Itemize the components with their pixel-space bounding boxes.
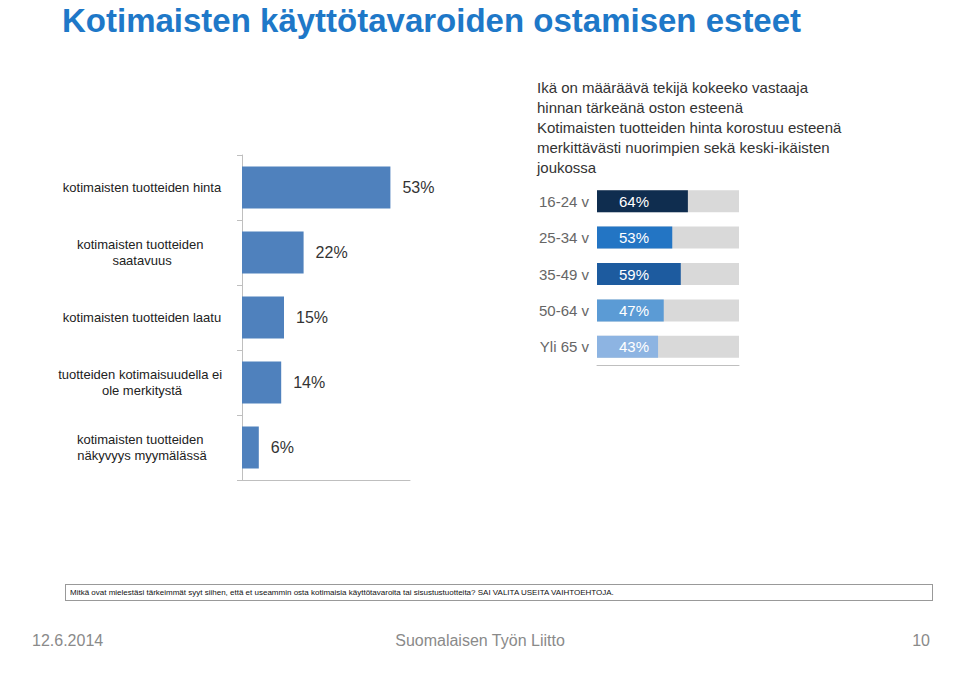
svg-text:kotimaisten tuotteiden hinta: kotimaisten tuotteiden hinta [63,180,222,195]
svg-text:6%: 6% [271,439,294,456]
svg-text:15%: 15% [296,309,328,326]
svg-text:64%: 64% [619,193,649,210]
svg-text:47%: 47% [619,302,649,319]
html-text:10: 10 [912,632,930,649]
html-text:Ikä on määräävä tekijä kokeeko: Ikä on määräävä tekijä kokeeko vastaaja … [537,79,808,116]
svg-text:50-64 v: 50-64 v [539,302,590,319]
svg-text:tuotteiden kotimaisuudella ei: tuotteiden kotimaisuudella ei [58,367,226,382]
html-text:Mitkä ovat mielestäsi tärkeimm: Mitkä ovat mielestäsi tärkeimmät syyt si… [70,588,614,597]
svg-text:ole merkitystä: ole merkitystä [102,383,183,398]
svg-text:Yli 65 v: Yli 65 v [540,338,590,355]
svg-text:53%: 53% [619,229,649,246]
html-text:Suomalaisen Työn Liitto: Suomalaisen Työn Liitto [395,632,565,649]
svg-text:kotimaisten tuotteiden: kotimaisten tuotteiden [77,432,207,447]
svg-text:kotimaisten tuotteiden laatu: kotimaisten tuotteiden laatu [63,310,221,325]
svg-text:35-49 v: 35-49 v [539,266,590,283]
html-text:Kotimaisten käyttötavaroiden o: Kotimaisten käyttötavaroiden ostamisen e… [62,2,802,39]
html-text:Kotimaisten tuotteiden hinta k: Kotimaisten tuotteiden hinta korostuu es… [537,119,842,176]
svg-text:22%: 22% [316,244,348,261]
svg-text:43%: 43% [619,338,649,355]
svg-text:59%: 59% [619,266,649,283]
svg-text:25-34 v: 25-34 v [539,229,590,246]
svg-text:saatavuus: saatavuus [112,253,172,268]
svg-text:53%: 53% [402,179,434,196]
svg-text:16-24 v: 16-24 v [539,193,590,210]
svg-text:näkyvyys myymälässä: näkyvyys myymälässä [77,448,207,463]
svg-text:14%: 14% [293,374,325,391]
svg-text:kotimaisten tuotteiden: kotimaisten tuotteiden [77,237,207,252]
html-text:12.6.2014: 12.6.2014 [32,632,104,649]
